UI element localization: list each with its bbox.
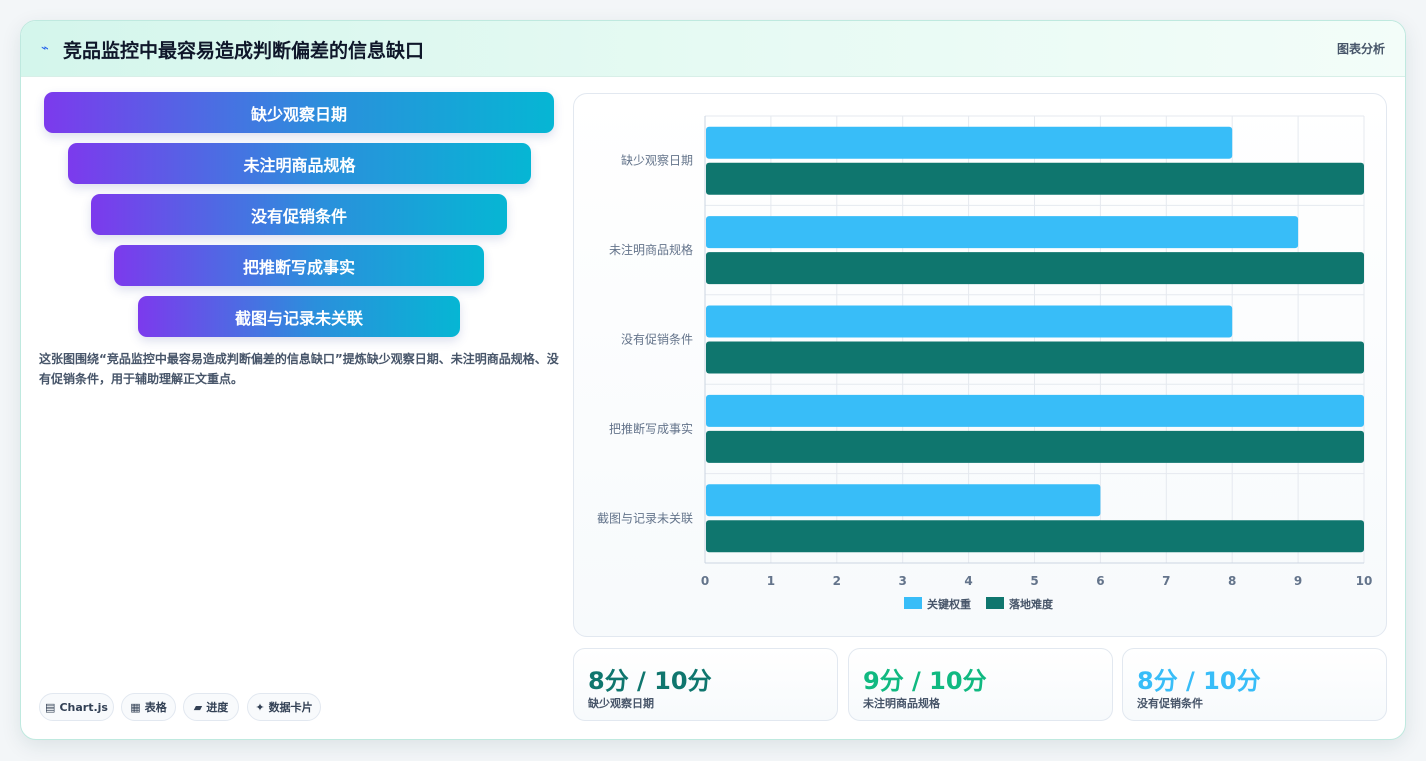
chart-icon: ⌁ — [41, 41, 49, 56]
funnel-item: 未注明商品规格 — [68, 143, 531, 184]
x-tick-label: 9 — [1294, 574, 1302, 588]
stat-card: 8分 / 10分 缺少观察日期 — [573, 648, 838, 721]
y-tick-label: 把推断写成事实 — [609, 421, 693, 436]
funnel-item: 缺少观察日期 — [44, 92, 554, 133]
bar — [706, 341, 1364, 374]
funnel-item: 把推断写成事实 — [114, 245, 484, 286]
pill-label: Chart.js — [59, 700, 108, 714]
pill-data-card[interactable]: ✦ 数据卡片 — [247, 693, 321, 721]
stat-card: 9分 / 10分 未注明商品规格 — [848, 648, 1113, 721]
funnel-item: 截图与记录未关联 — [138, 296, 460, 337]
funnel-item-label: 截图与记录未关联 — [234, 308, 363, 328]
x-tick-label: 4 — [964, 574, 972, 588]
progress-icon: ▰ — [193, 700, 203, 714]
funnel-item-label: 缺少观察日期 — [250, 104, 347, 124]
stat-card: 8分 / 10分 没有促销条件 — [1122, 648, 1387, 721]
bar — [706, 252, 1364, 285]
pill-label: 表格 — [144, 701, 167, 714]
bar — [706, 394, 1364, 427]
card-header: ⌁ 竞品监控中最容易造成判断偏差的信息缺口 图表分析 — [21, 21, 1405, 77]
sparkle-icon: ✦ — [255, 700, 265, 714]
bar — [706, 484, 1101, 517]
bar — [706, 126, 1233, 159]
legend-label: 关键权重 — [927, 597, 971, 611]
header-tag: 图表分析 — [1336, 42, 1385, 56]
pill-label: 数据卡片 — [268, 701, 313, 714]
funnel-item-label: 没有促销条件 — [250, 206, 347, 226]
bar-chart: 0 1 2 3 4 5 6 7 8 9 10 缺少观察日期未注明商品规格没有促销条件把推断写成事实截图… — [597, 115, 1373, 611]
x-tick-label: 3 — [899, 574, 907, 588]
stat-label: 缺少观察日期 — [588, 697, 654, 710]
x-tick-label: 6 — [1096, 574, 1104, 588]
table-icon: ▦ — [130, 700, 141, 714]
legend-swatch — [986, 597, 1004, 609]
bar — [706, 216, 1299, 249]
description: 这张图围绕“竞品监控中最容易造成判断偏差的信息缺口”提炼缺少观察日期、未注明商品… — [39, 352, 559, 386]
pill-progress[interactable]: ▰ 进度 — [183, 693, 239, 721]
stat-label: 没有促销条件 — [1137, 697, 1203, 710]
legend-swatch — [904, 597, 922, 609]
chart-panel: 0 1 2 3 4 5 6 7 8 9 10 缺少观察日期未注明商品规格没有促销条件把推断写成事实截图… — [573, 93, 1387, 637]
y-tick-label: 没有促销条件 — [621, 332, 693, 347]
x-tick-label: 7 — [1162, 574, 1170, 588]
x-tick-label: 2 — [833, 574, 841, 588]
main-card: ⌁ 竞品监控中最容易造成判断偏差的信息缺口 图表分析 缺少观察日期 未注明商品规… — [20, 20, 1406, 740]
x-tick-label: 8 — [1228, 574, 1236, 588]
bar — [706, 520, 1364, 553]
stat-value: 8分 / 10分 — [588, 667, 712, 695]
bar — [706, 430, 1364, 463]
x-tick-label: 1 — [767, 574, 775, 588]
stat-value: 8分 / 10分 — [1137, 667, 1261, 695]
bar — [706, 305, 1233, 338]
funnel-item: 没有促销条件 — [91, 194, 507, 235]
stat-label: 未注明商品规格 — [863, 697, 940, 710]
page-title: 竞品监控中最容易造成判断偏差的信息缺口 — [63, 40, 425, 62]
y-tick-label: 缺少观察日期 — [621, 153, 693, 168]
pill-table[interactable]: ▦ 表格 — [121, 693, 176, 721]
pill-chartjs[interactable]: ▤ Chart.js — [39, 693, 114, 721]
y-tick-label: 截图与记录未关联 — [597, 511, 693, 525]
x-tick-label: 10 — [1356, 574, 1373, 588]
pill-label: 进度 — [206, 701, 229, 714]
funnel-item-label: 未注明商品规格 — [243, 155, 356, 175]
legend-label: 落地难度 — [1009, 597, 1054, 611]
funnel-item-label: 把推断写成事实 — [242, 257, 355, 277]
chart-icon: ▤ — [45, 700, 56, 714]
stat-value: 9分 / 10分 — [863, 667, 987, 695]
x-tick-label: 5 — [1030, 574, 1038, 588]
x-tick-label: 0 — [701, 574, 709, 588]
bar — [706, 162, 1364, 195]
y-tick-label: 未注明商品规格 — [609, 242, 693, 257]
